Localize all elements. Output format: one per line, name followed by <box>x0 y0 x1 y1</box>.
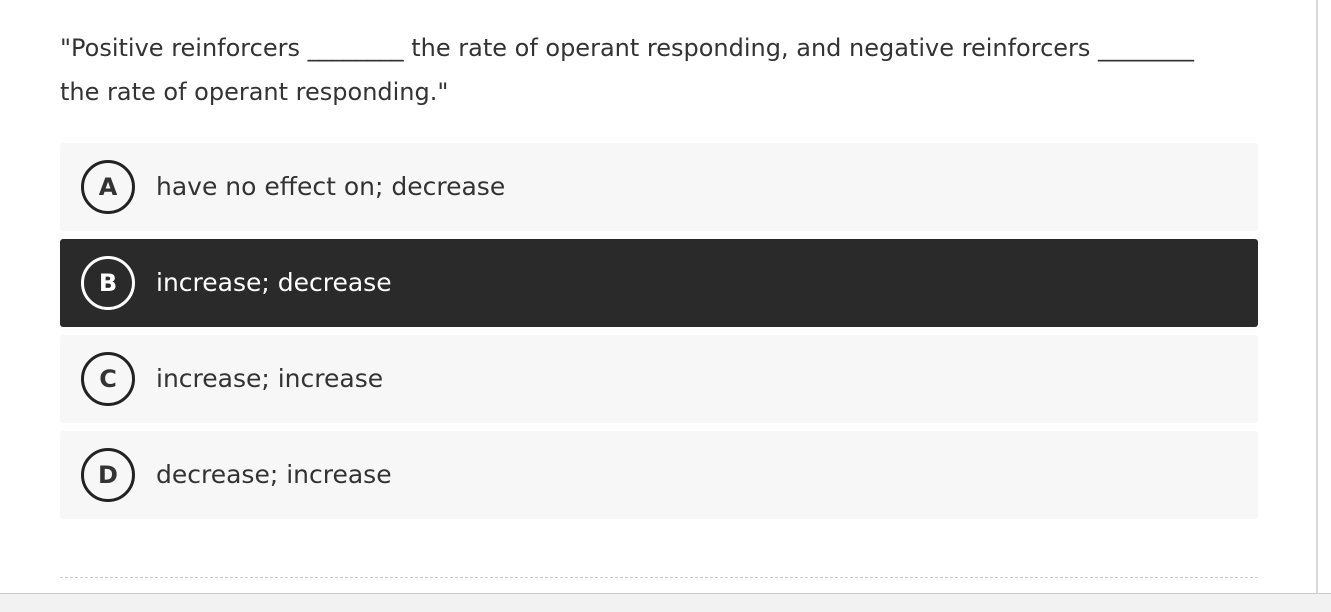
footer <box>0 593 1331 612</box>
question-text: "Positive reinforcers ________ the rate … <box>60 34 1195 106</box>
question-panel: "Positive reinforcers ________ the rate … <box>60 0 1318 593</box>
option-letter: A <box>81 160 135 214</box>
option-text: decrease; increase <box>156 460 392 489</box>
option-letter: C <box>81 352 135 406</box>
divider <box>60 577 1258 578</box>
option-text: increase; decrease <box>156 268 392 297</box>
option-letter: D <box>81 448 135 502</box>
option-text: have no effect on; decrease <box>156 172 506 201</box>
option-text: increase; increase <box>156 364 384 393</box>
option-letter: B <box>81 256 135 310</box>
